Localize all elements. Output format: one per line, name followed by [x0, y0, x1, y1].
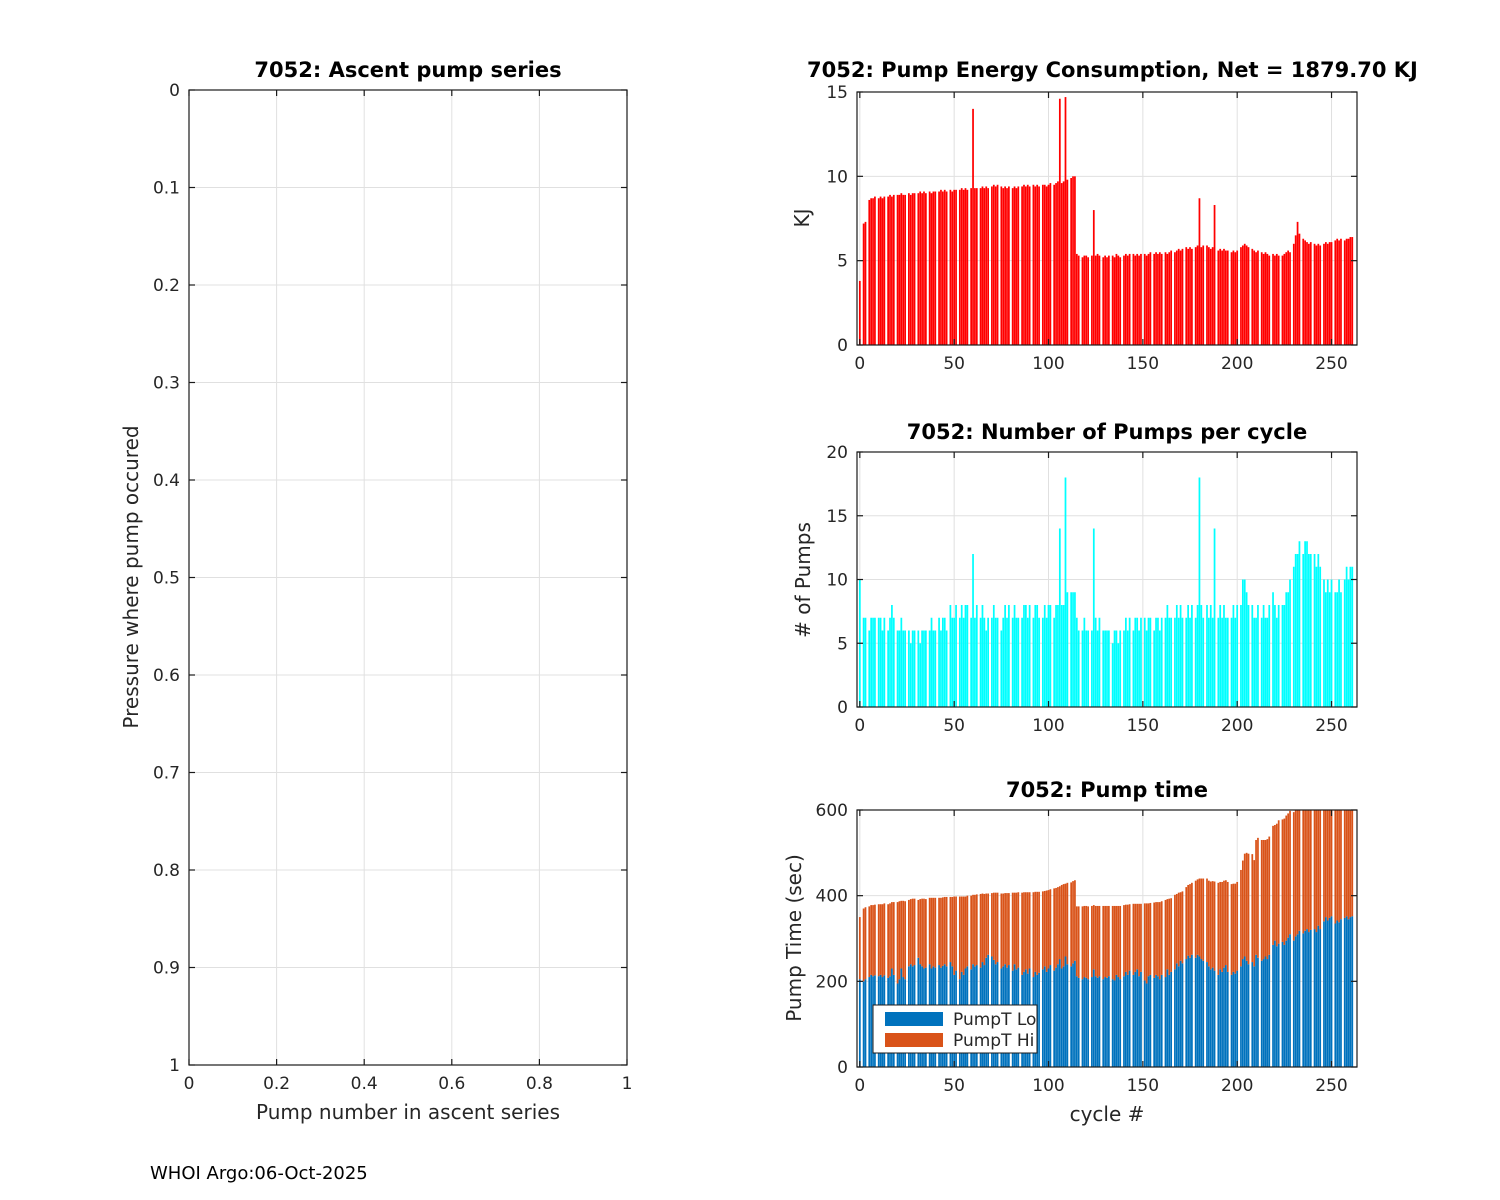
energy-tick-labels: 0 50 100 150 200 250 0 5 10 15 [826, 83, 1347, 374]
energy-chart-title: 7052: Pump Energy Consumption, Net = 187… [807, 58, 1418, 82]
time-tick-labels: 0 50 100 150 200 250 0 200 400 600 [816, 801, 1348, 1096]
svg-text:200: 200 [816, 972, 848, 992]
svg-text:0.7: 0.7 [153, 764, 180, 784]
energy-plot: 0 50 100 150 200 250 0 5 10 15 [826, 83, 1358, 374]
footer-note: WHOI Argo:06-Oct-2025 [150, 1163, 368, 1184]
time-xlabel: cycle # [1069, 1102, 1145, 1126]
svg-text:0.1: 0.1 [153, 179, 180, 199]
svg-text:400: 400 [816, 887, 848, 907]
pumps-bars [858, 477, 1354, 707]
energy-axes-box [856, 91, 1358, 346]
svg-text:0: 0 [854, 1076, 865, 1096]
svg-text:0.9: 0.9 [153, 959, 180, 979]
time-tick-marks [857, 809, 1357, 1068]
time-chart-title: 7052: Pump time [1005, 778, 1209, 802]
svg-text:200: 200 [1221, 354, 1253, 374]
svg-text:0: 0 [837, 698, 848, 718]
legend-label-lo: PumpT Lo [953, 1010, 1036, 1030]
svg-text:0: 0 [854, 354, 865, 374]
svg-text:0: 0 [169, 81, 180, 101]
svg-text:0.5: 0.5 [153, 569, 180, 589]
svg-text:5: 5 [837, 252, 848, 272]
svg-text:5: 5 [837, 634, 848, 654]
svg-text:20: 20 [826, 443, 848, 463]
svg-text:1: 1 [169, 1056, 180, 1076]
svg-text:100: 100 [1032, 716, 1064, 736]
svg-text:0.6: 0.6 [438, 1074, 465, 1094]
svg-text:0: 0 [837, 1058, 848, 1078]
svg-text:0.2: 0.2 [263, 1074, 290, 1094]
svg-text:0: 0 [184, 1074, 195, 1094]
svg-text:250: 250 [1315, 716, 1347, 736]
svg-text:0.3: 0.3 [153, 374, 180, 394]
svg-text:100: 100 [1032, 354, 1064, 374]
svg-text:10: 10 [826, 571, 848, 591]
svg-text:200: 200 [1221, 1076, 1253, 1096]
svg-text:0.8: 0.8 [153, 861, 180, 881]
legend-swatch-lo [885, 1012, 943, 1026]
svg-text:0: 0 [854, 716, 865, 736]
svg-text:0.6: 0.6 [153, 666, 180, 686]
ascent-tick-marks [188, 89, 628, 1066]
ascent-gridlines [189, 90, 627, 1065]
svg-text:200: 200 [1221, 716, 1253, 736]
svg-text:100: 100 [1032, 1076, 1064, 1096]
time-axes-box [856, 809, 1358, 1068]
svg-text:150: 150 [1127, 716, 1159, 736]
pumps-chart-title: 7052: Number of Pumps per cycle [906, 420, 1308, 444]
svg-text:0.4: 0.4 [153, 471, 180, 491]
svg-text:250: 250 [1315, 354, 1347, 374]
svg-text:1: 1 [622, 1074, 633, 1094]
svg-text:15: 15 [826, 83, 848, 103]
svg-text:600: 600 [816, 801, 848, 821]
energy-tick-marks [857, 91, 1357, 346]
svg-text:15: 15 [826, 507, 848, 527]
pumps-plot: 0 50 100 150 200 250 0 5 10 15 20 [826, 443, 1358, 736]
ascent-xlabel: Pump number in ascent series [255, 1100, 560, 1124]
svg-text:50: 50 [943, 716, 965, 736]
legend-label-hi: PumpT Hi [953, 1031, 1034, 1051]
svg-text:150: 150 [1127, 1076, 1159, 1096]
svg-text:150: 150 [1127, 354, 1159, 374]
svg-text:250: 250 [1315, 1076, 1347, 1096]
svg-text:10: 10 [826, 167, 848, 187]
ascent-chart-title: 7052: Ascent pump series [254, 58, 562, 82]
pumps-tick-labels: 0 50 100 150 200 250 0 5 10 15 20 [826, 443, 1347, 736]
svg-text:0.8: 0.8 [526, 1074, 553, 1094]
svg-text:0.2: 0.2 [153, 276, 180, 296]
svg-text:50: 50 [943, 354, 965, 374]
svg-text:0.4: 0.4 [351, 1074, 378, 1094]
svg-text:0: 0 [837, 336, 848, 356]
ascent-tick-labels: 0 0.2 0.4 0.6 0.8 100.10.20.30.40.50.60.70.80… [153, 81, 632, 1094]
energy-bars [858, 97, 1354, 345]
legend-swatch-hi [885, 1033, 943, 1047]
svg-text:50: 50 [943, 1076, 965, 1096]
ascent-plot: 0 0.2 0.4 0.6 0.8 100.10.20.30.40.50.60.70.80… [153, 81, 632, 1094]
pumps-tick-marks [857, 451, 1357, 708]
